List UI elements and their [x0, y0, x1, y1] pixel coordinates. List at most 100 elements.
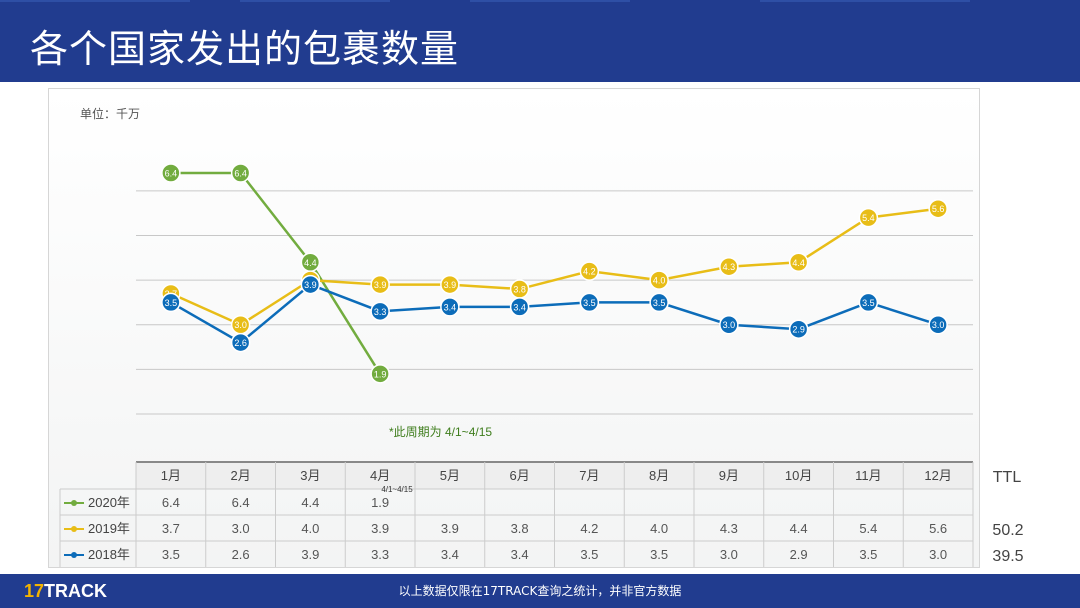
table-cell: 4.2	[580, 521, 598, 536]
data-label: 3.5	[862, 298, 875, 308]
series-line	[170, 171, 382, 375]
data-point	[440, 274, 460, 295]
data-label: 5.4	[862, 213, 875, 223]
tick-label: 2月	[231, 468, 251, 483]
ttl-value: 39.5	[992, 548, 1023, 565]
footer-bar: 17TRACK 以上数据仅限在17TRACK查询之统计，并非官方数据	[0, 574, 1080, 608]
data-point	[858, 292, 879, 313]
data-label: 6.4	[234, 169, 247, 179]
data-label: 4.4	[304, 258, 317, 268]
data-label: 6.4	[165, 169, 178, 179]
footer-note: 以上数据仅限在17TRACK查询之统计，并非官方数据	[398, 584, 682, 598]
brand-logo: 17TRACK	[24, 580, 107, 602]
legend-marker	[71, 526, 77, 532]
tick-label: 12月	[924, 468, 951, 483]
table-cell: 2.6	[232, 547, 250, 562]
data-label: 4.4	[792, 258, 805, 268]
table-cell: 3.0	[929, 547, 947, 562]
data-label: 3.9	[444, 280, 457, 290]
tick-label: 11月	[855, 468, 882, 483]
data-point	[719, 256, 739, 277]
data-label: 3.4	[444, 302, 457, 312]
table-cell: 3.7	[162, 521, 180, 536]
logo-number: 17	[24, 581, 45, 601]
header-stripe	[0, 0, 190, 2]
legend-label: 2020年	[88, 495, 130, 510]
data-point	[230, 332, 251, 353]
data-label: 4.2	[583, 267, 596, 277]
table-cell: 4.4	[790, 521, 808, 536]
legend-label: 2018年	[88, 547, 130, 562]
table-cell: 3.0	[720, 547, 738, 562]
data-point	[370, 274, 390, 295]
logo-text: TRACK	[44, 581, 108, 601]
data-point	[300, 274, 321, 295]
data-label: 4.3	[723, 262, 736, 272]
chart-annotation: *此周期为 4/1~4/15	[389, 425, 492, 439]
data-label: 3.9	[374, 280, 387, 290]
table-cell: 5.4	[859, 521, 877, 536]
data-point	[858, 207, 879, 228]
data-label: 3.0	[723, 320, 736, 330]
data-point	[649, 292, 669, 313]
data-point	[230, 163, 251, 183]
data-label: 3.9	[304, 280, 317, 290]
legend-label: 2019年	[88, 521, 130, 536]
data-point	[370, 364, 390, 384]
table-cell: 3.9	[371, 521, 389, 536]
data-label: 2.6	[234, 338, 247, 348]
table-cell: 2.9	[790, 547, 808, 562]
data-point	[649, 270, 669, 290]
data-label: 2.9	[792, 325, 805, 335]
data-point	[579, 292, 600, 313]
tick-label: 9月	[719, 468, 739, 483]
table-cell: 3.0	[232, 521, 250, 536]
tick-label: 3月	[300, 468, 320, 483]
table-note: 4/1~4/15	[381, 485, 413, 494]
table-cell: 1.9	[371, 495, 389, 510]
ttl-value: 50.2	[992, 522, 1023, 539]
data-point	[161, 292, 181, 313]
tick-label: 10月	[785, 468, 812, 483]
table-cell: 4.0	[650, 521, 668, 536]
data-label: 3.8	[513, 285, 526, 295]
header-stripe	[760, 0, 970, 2]
data-point	[370, 301, 390, 322]
ttl-header: TTL	[993, 469, 1022, 486]
table-cell: 3.5	[859, 547, 877, 562]
data-point	[788, 252, 809, 273]
data-label: 3.0	[932, 320, 945, 330]
data-label: 4.0	[653, 276, 666, 286]
tick-label: 6月	[510, 468, 530, 483]
data-label: 5.6	[932, 204, 945, 214]
tick-label: 4月	[370, 468, 390, 483]
table-cell: 4.0	[301, 521, 319, 536]
legend-marker	[71, 500, 77, 506]
data-point	[928, 198, 948, 219]
tick-label: 5月	[440, 468, 460, 483]
table-cell: 6.4	[232, 495, 250, 510]
header-stripe	[240, 0, 390, 2]
legend-marker	[71, 552, 77, 558]
header-bar: 各个国家发出的包裹数量	[0, 0, 1080, 82]
table-cell: 3.4	[441, 547, 459, 562]
data-point	[788, 319, 809, 339]
data-point	[719, 314, 739, 335]
header-stripe	[470, 0, 630, 2]
page-title: 各个国家发出的包裹数量	[30, 27, 460, 71]
data-label: 1.9	[374, 369, 387, 379]
data-label: 3.4	[513, 302, 526, 312]
data-label: 3.3	[374, 307, 387, 317]
table-cell: 3.3	[371, 547, 389, 562]
table-cell: 3.9	[441, 521, 459, 536]
table-cell: 4.4	[301, 495, 319, 510]
data-point	[579, 261, 600, 281]
table-cell: 6.4	[162, 495, 180, 510]
unit-label: 单位：千万	[80, 106, 140, 121]
tick-label: 1月	[161, 468, 181, 483]
data-point	[928, 314, 948, 335]
series-line	[170, 283, 939, 345]
data-label: 3.5	[583, 298, 596, 308]
table-cell: 3.5	[650, 547, 668, 562]
